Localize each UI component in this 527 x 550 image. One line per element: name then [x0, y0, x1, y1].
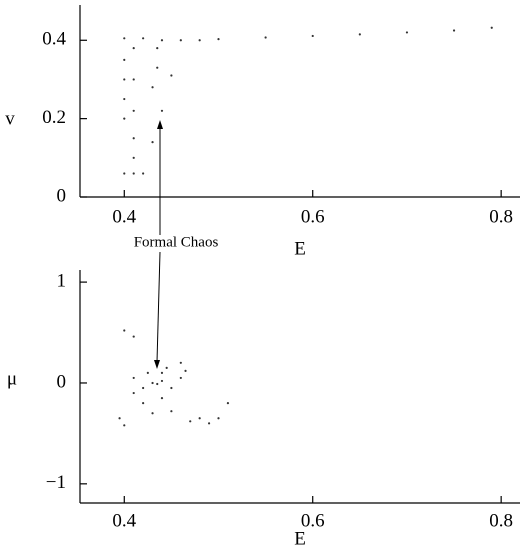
point — [217, 417, 220, 420]
x-tick-label: 0.4 — [112, 510, 136, 531]
point — [142, 402, 145, 405]
point — [132, 109, 135, 112]
x-axis-label: E — [294, 528, 306, 549]
point — [151, 381, 154, 385]
y-tick-label: 0.4 — [42, 29, 66, 50]
arrow — [156, 251, 161, 363]
x-tick-label: 0.8 — [489, 206, 513, 227]
point — [207, 422, 211, 425]
annotation: Formal Chaos — [134, 234, 219, 250]
point — [160, 379, 164, 383]
point — [179, 376, 182, 380]
point — [179, 39, 182, 42]
point — [123, 117, 126, 120]
point — [311, 34, 314, 38]
x-tick-label: 0.6 — [301, 206, 325, 227]
point — [170, 410, 173, 413]
point — [179, 361, 182, 364]
arrow-head — [154, 360, 160, 369]
x-tick-label: 0.8 — [489, 510, 513, 531]
y-tick-label: 0 — [57, 371, 67, 392]
point — [132, 335, 135, 338]
point — [142, 172, 145, 175]
point — [123, 172, 126, 175]
point — [151, 412, 154, 415]
x-tick-label: 0.6 — [301, 510, 325, 531]
point — [132, 376, 135, 380]
point — [189, 420, 192, 423]
point — [165, 366, 168, 369]
point — [160, 39, 164, 42]
y-axis-label: μ — [7, 368, 17, 389]
point — [358, 33, 361, 36]
point — [132, 172, 135, 175]
point — [123, 37, 126, 40]
point — [156, 66, 159, 69]
point — [132, 47, 135, 50]
point — [170, 74, 173, 77]
point — [142, 37, 145, 40]
point — [264, 36, 267, 39]
point — [123, 58, 126, 61]
point — [160, 371, 164, 374]
point — [156, 382, 159, 386]
point — [156, 47, 159, 50]
point — [160, 396, 164, 400]
arrow-head — [157, 120, 163, 129]
point — [118, 417, 121, 420]
point — [198, 417, 201, 420]
point — [160, 109, 164, 112]
point — [142, 386, 145, 390]
point — [217, 37, 220, 41]
point — [490, 26, 493, 29]
point — [123, 424, 126, 427]
x-axis-label: E — [294, 238, 306, 259]
point — [146, 371, 149, 374]
point — [132, 391, 135, 395]
y-axis-label: v — [5, 108, 15, 129]
point — [405, 31, 409, 34]
point — [452, 29, 456, 32]
point — [198, 39, 201, 42]
point — [123, 329, 126, 332]
y-tick-label: 0.2 — [42, 107, 66, 128]
point — [132, 156, 135, 159]
y-tick-label: −1 — [46, 472, 66, 493]
x-tick-label: 0.4 — [112, 206, 136, 227]
point — [151, 86, 154, 89]
point — [151, 141, 154, 144]
point — [132, 78, 135, 81]
point — [184, 369, 187, 372]
y-tick-label: 0 — [57, 185, 67, 206]
point — [123, 97, 126, 101]
point — [132, 137, 135, 140]
y-tick-label: 1 — [57, 270, 67, 291]
point — [226, 402, 230, 405]
point — [170, 386, 173, 390]
point — [123, 78, 126, 81]
